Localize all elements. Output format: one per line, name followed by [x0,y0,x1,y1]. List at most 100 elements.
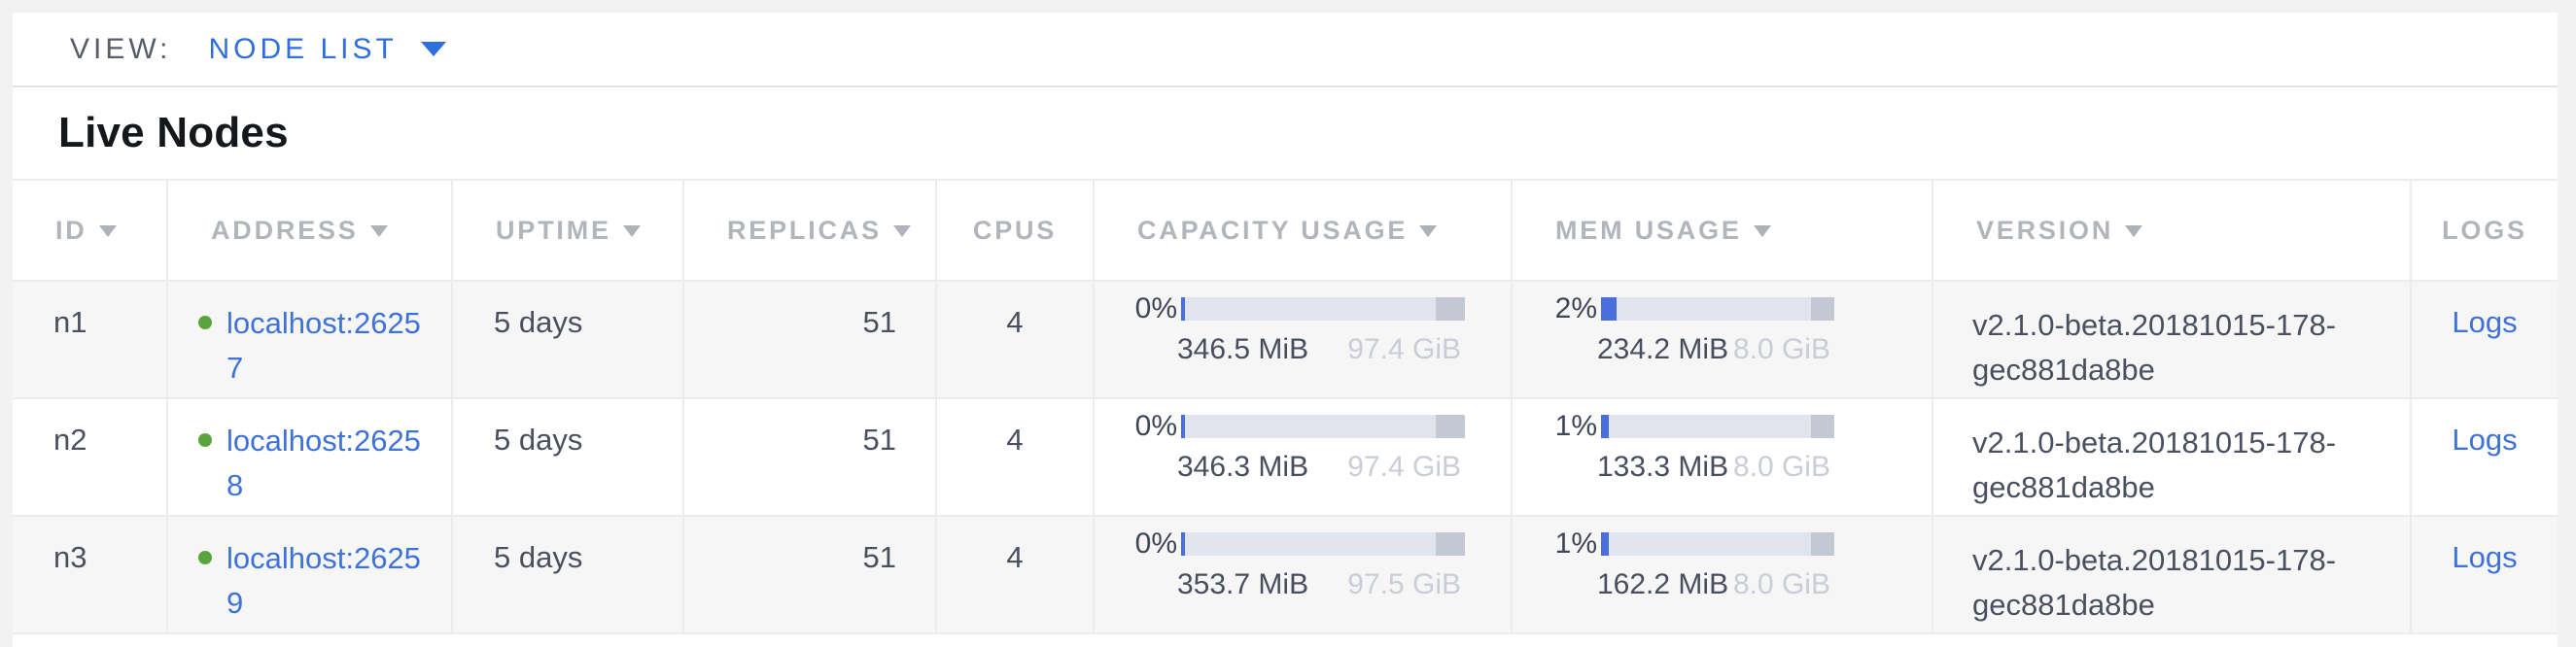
capacity-bar [1181,532,1465,556]
capacity-bar-reserved-segment [1436,297,1465,321]
replicas-cell: 51 [682,516,936,633]
replicas-cell: 51 [682,281,936,398]
capacity-bar-used-fill [1181,415,1185,438]
mem-bar-used-fill [1601,415,1609,438]
column-header-label: REPLICAS [727,215,882,245]
mem-total-value: 8.0 GiB [1732,568,1830,600]
capacity-used-value: 346.5 MiB [1177,333,1309,365]
node-address-link[interactable]: localhost:26258 [226,424,421,502]
capacity-usage-meter: 0% 346.5 MiB 97.4 GiB [1096,292,1510,366]
live-status-dot-icon [198,433,212,447]
live-status-dot-icon [198,316,212,329]
version-cell: v2.1.0-beta.20181015-178-gec881da8be [1932,398,2411,516]
capacity-percent: 0% [1134,528,1177,560]
capacity-usage-cell: 0% 346.3 MiB 97.4 GiB [1093,398,1512,516]
capacity-bar-reserved-segment [1436,532,1465,556]
cpus-cell: 4 [935,516,1094,633]
mem-usage-cell: 1% 162.2 MiB 8.0 GiB [1511,516,1932,633]
view-selected-value: NODE LIST [208,32,398,65]
column-header-label: CAPACITY USAGE [1137,215,1409,245]
cpus-cell: 4 [935,281,1094,398]
capacity-percent: 0% [1134,410,1177,442]
mem-bar [1601,532,1834,556]
capacity-bar [1181,297,1465,321]
mem-meter-row: 2% [1514,294,1931,324]
column-header-label: ID [55,215,87,245]
column-header-uptime[interactable]: UPTIME [451,181,683,281]
node-address: localhost:26258 [169,419,450,508]
logs-cell: Logs [2410,398,2558,516]
uptime-cell: 5 days [451,516,683,633]
sort-caret-icon [622,224,641,237]
capacity-percent: 0% [1134,292,1177,324]
mem-used-value: 162.2 MiB [1597,568,1729,600]
chevron-down-icon [420,42,446,56]
capacity-bar-used-fill [1181,297,1185,321]
sort-caret-icon [98,224,117,237]
live-nodes-panel: VIEW: NODE LIST Live Nodes ID ADDRESS UPTI… [13,13,2558,647]
logs-link[interactable]: Logs [2452,305,2518,339]
logs-link[interactable]: Logs [2452,540,2518,574]
capacity-bar-reserved-segment [1436,415,1465,438]
node-address-cell: localhost:26259 [166,516,452,633]
capacity-meter-row: 0% [1096,292,1510,324]
mem-bar-reserved-segment [1811,415,1834,438]
logs-cell: Logs [2410,516,2558,633]
capacity-used-value: 353.7 MiB [1177,568,1309,600]
column-header-label: CPUS [972,215,1058,245]
node-address-link[interactable]: localhost:26257 [226,306,421,385]
mem-usage-cell: 1% 133.3 MiB 8.0 GiB [1511,398,1932,516]
capacity-meter-row: 0% [1096,410,1510,442]
mem-meter-row: 1% [1514,412,1931,441]
column-header-mem[interactable]: MEM USAGE [1511,181,1932,281]
logs-link[interactable]: Logs [2452,423,2518,457]
mem-labels: 133.3 MiB 8.0 GiB [1597,451,1830,484]
column-header-replicas[interactable]: REPLICAS [682,181,936,281]
replicas-cell: 51 [682,398,936,516]
capacity-usage-meter: 0% 346.3 MiB 97.4 GiB [1096,410,1510,484]
node-address: localhost:26257 [169,301,450,391]
column-header-version[interactable]: VERSION [1932,181,2411,281]
node-address: localhost:26259 [169,536,450,626]
mem-bar-reserved-segment [1811,532,1834,556]
column-header-label: LOGS [2442,215,2527,245]
sort-caret-icon [1419,224,1438,237]
column-header-label: MEM USAGE [1555,215,1742,245]
mem-bar-used-fill [1601,532,1609,556]
column-header-capacity[interactable]: CAPACITY USAGE [1093,181,1512,281]
capacity-meter-row: 0% [1096,528,1510,560]
mem-meter-row: 1% [1514,529,1931,559]
sort-caret-icon [892,224,911,237]
node-address-cell: localhost:26258 [166,398,452,516]
table-row: n2 localhost:26258 5 days 51 4 0% 346.3 MiB 97.… [13,398,2558,516]
capacity-labels: 346.3 MiB 97.4 GiB [1177,451,1461,484]
uptime-cell: 5 days [451,398,683,516]
node-id-cell: n3 [53,540,87,574]
mem-usage-cell: 2% 234.2 MiB 8.0 GiB [1511,281,1932,398]
sort-caret-icon [369,224,388,237]
version-cell: v2.1.0-beta.20181015-178-gec881da8be [1932,516,2411,633]
mem-bar-used-fill [1601,297,1617,321]
sort-caret-icon [2125,224,2143,237]
node-address-cell: localhost:26257 [166,281,452,398]
node-id-cell: n1 [53,305,87,339]
mem-usage-meter: 1% 133.3 MiB 8.0 GiB [1514,412,1931,484]
mem-total-value: 8.0 GiB [1732,333,1830,365]
table-row: n1 localhost:26257 5 days 51 4 0% 346.5 MiB 97.… [13,281,2558,398]
live-status-dot-icon [198,551,212,564]
capacity-used-value: 346.3 MiB [1177,451,1309,483]
version-cell: v2.1.0-beta.20181015-178-gec881da8be [1932,281,2411,398]
page-title: Live Nodes [58,109,289,156]
column-header-address[interactable]: ADDRESS [166,181,452,281]
view-select-dropdown[interactable]: NODE LIST [208,32,446,66]
mem-usage-meter: 2% 234.2 MiB 8.0 GiB [1514,294,1931,366]
title-bar: Live Nodes [13,87,2558,181]
mem-usage-meter: 1% 162.2 MiB 8.0 GiB [1514,529,1931,601]
capacity-total-value: 97.5 GiB [1347,568,1461,600]
live-nodes-table: ID ADDRESS UPTIME REPLICAS CPUS CAPACITY USAG… [13,181,2558,634]
capacity-usage-meter: 0% 353.7 MiB 97.5 GiB [1096,528,1510,601]
column-header-id[interactable]: ID [13,181,167,281]
column-header-logs: LOGS [2410,181,2558,281]
node-address-link[interactable]: localhost:26259 [226,541,421,620]
